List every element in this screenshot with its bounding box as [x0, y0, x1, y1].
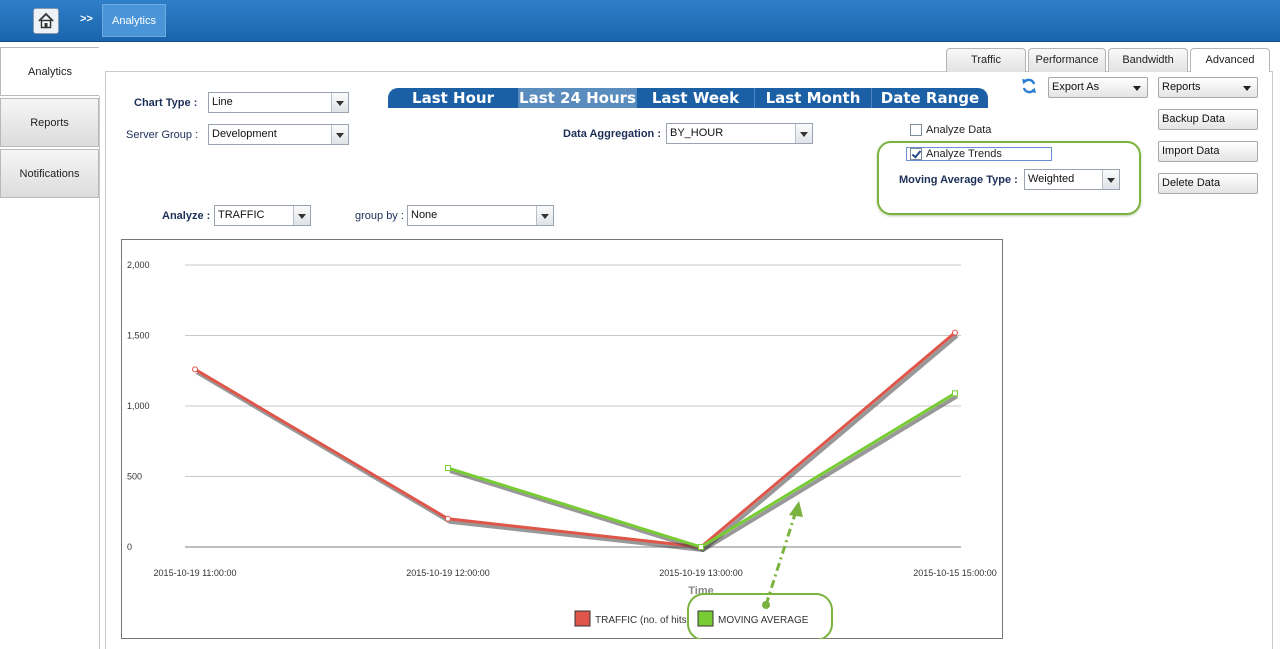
reports-label: Reports: [1162, 81, 1201, 93]
data-point: [698, 544, 704, 550]
trends-highlight-callout: [877, 141, 1141, 215]
backup-data-button[interactable]: Backup Data: [1158, 109, 1258, 130]
tab-advanced[interactable]: Advanced: [1190, 48, 1270, 72]
data-point: [952, 390, 958, 397]
time-range-last-hour[interactable]: Last Hour: [388, 88, 519, 108]
x-tick-label: 2015-10-19 11:00:00: [154, 568, 237, 578]
tab-traffic[interactable]: Traffic: [946, 48, 1026, 72]
time-range-selector: Last Hour Last 24 Hours Last Week Last M…: [388, 88, 988, 108]
delete-data-button[interactable]: Delete Data: [1158, 173, 1258, 194]
breadcrumb-analytics[interactable]: Analytics: [102, 4, 166, 37]
moving-average-type-value: Weighted: [1028, 173, 1075, 185]
data-point: [192, 366, 198, 373]
moving-average-type-label: Moving Average Type :: [899, 174, 1018, 186]
chevron-down-icon: [536, 206, 553, 225]
sidebar-item-reports[interactable]: Reports: [0, 98, 99, 147]
moving-average-type-select[interactable]: Weighted: [1024, 169, 1120, 190]
group-by-label: group by :: [355, 210, 404, 222]
data-point: [445, 515, 451, 522]
analyze-trends-label: Analyze Trends: [926, 148, 1002, 160]
home-button[interactable]: [33, 8, 59, 34]
time-range-last-month[interactable]: Last Month: [755, 88, 872, 108]
export-as-dropdown[interactable]: Export As: [1048, 77, 1148, 98]
series-line: [447, 392, 956, 549]
chevron-down-icon: [795, 124, 812, 143]
tab-bandwidth[interactable]: Bandwidth: [1108, 48, 1188, 72]
sidebar-item-analytics[interactable]: Analytics: [0, 47, 99, 96]
legend-highlight-callout: [687, 593, 833, 639]
series-line: [194, 331, 956, 549]
legend-label: MOVING AVERAGE: [718, 615, 809, 626]
group-by-select[interactable]: None: [407, 205, 554, 226]
home-icon: [38, 12, 54, 29]
analyze-label: Analyze :: [162, 210, 211, 222]
server-group-label: Server Group :: [126, 129, 199, 141]
sidebar-item-label: Notifications: [19, 168, 80, 180]
legend-swatch: [574, 610, 591, 627]
data-point: [952, 329, 958, 336]
chevron-down-icon: [293, 206, 310, 225]
y-tick-label: 2,000: [127, 260, 150, 270]
analyze-data-checkbox[interactable]: [910, 124, 922, 136]
callout-arrow-tail: [762, 601, 770, 609]
content-panel: [105, 71, 1273, 649]
refresh-icon[interactable]: [1020, 77, 1038, 95]
callout-arrowhead: [789, 501, 803, 517]
x-tick-label: 2015-10-19 12:00:00: [406, 568, 490, 578]
chart-container: [121, 239, 1003, 639]
analyze-data-label: Analyze Data: [926, 124, 992, 136]
y-tick-label: 0: [127, 542, 132, 552]
content-divider: [99, 96, 100, 649]
data-aggregation-label: Data Aggregation :: [563, 128, 661, 140]
sidebar-item-label: Analytics: [27, 66, 73, 78]
x-tick-label: 2015-10-19 13:00:00: [659, 568, 743, 578]
traffic-line-chart: 2,000 1,500 1,000 500 0 2015-10-19 11:00:00 20…: [127, 260, 997, 639]
reports-dropdown[interactable]: Reports: [1158, 77, 1258, 98]
top-bar: >> Analytics: [0, 0, 1280, 42]
time-range-date-range[interactable]: Date Range: [880, 89, 980, 107]
x-tick-label: 2015-10-15 15:00:00: [913, 568, 997, 578]
y-tick-label: 1,500: [127, 331, 150, 341]
group-by-value: None: [411, 209, 438, 221]
sidebar-item-notifications[interactable]: Notifications: [0, 149, 99, 198]
import-data-button[interactable]: Import Data: [1158, 141, 1258, 162]
analyze-trends-focus: [906, 147, 1052, 161]
analyze-value: TRAFFIC: [218, 209, 265, 221]
chart-type-label: Chart Type :: [134, 97, 198, 109]
chevron-down-icon: [1102, 170, 1119, 189]
analyze-trends-checkbox[interactable]: [910, 148, 922, 160]
chevron-down-icon: [331, 93, 348, 112]
y-tick-label: 1,000: [127, 401, 150, 411]
analyze-select[interactable]: TRAFFIC: [214, 205, 311, 226]
chart-type-select[interactable]: Line: [208, 92, 349, 113]
data-point: [445, 465, 451, 472]
breadcrumb-separator: >>: [80, 13, 93, 25]
server-group-select[interactable]: Development: [208, 124, 349, 145]
series-shadow: [195, 334, 959, 553]
data-aggregation-select[interactable]: BY_HOUR: [666, 123, 813, 144]
legend-swatch: [697, 610, 714, 627]
sidebar-item-label: Reports: [30, 117, 69, 129]
legend-label: TRAFFIC (no. of hits: [595, 615, 687, 626]
export-as-label: Export As: [1052, 81, 1100, 93]
callout-arrow: [764, 510, 798, 606]
tab-performance[interactable]: Performance: [1028, 48, 1106, 72]
chevron-down-icon: [331, 125, 348, 144]
data-aggregation-value: BY_HOUR: [670, 127, 724, 139]
y-tick-label: 500: [127, 472, 142, 482]
time-range-last-24-hours[interactable]: Last 24 Hours: [519, 88, 637, 108]
chart-type-value: Line: [212, 96, 233, 108]
time-range-last-week[interactable]: Last Week: [637, 88, 755, 108]
server-group-value: Development: [212, 128, 277, 140]
